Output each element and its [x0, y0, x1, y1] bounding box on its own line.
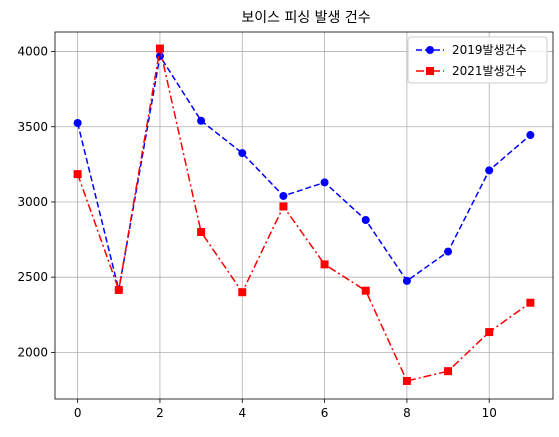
- data-point: [361, 216, 370, 225]
- series-line: [76, 48, 531, 382]
- series-1: [73, 52, 535, 294]
- x-tick-label: 2: [156, 406, 164, 420]
- chart-title: 보이스 피싱 발생 건수: [241, 10, 370, 26]
- legend-marker: [426, 46, 434, 54]
- data-point: [238, 149, 247, 158]
- legend-entry: 2021발생건수: [416, 64, 527, 78]
- legend-label: 2021발생건수: [452, 64, 527, 78]
- data-point: [279, 202, 288, 211]
- data-point: [526, 298, 535, 307]
- data-point: [197, 228, 206, 237]
- data-point: [444, 367, 453, 376]
- y-tick-label: 3000: [17, 195, 48, 209]
- data-point: [197, 116, 206, 125]
- legend-box: [407, 36, 548, 84]
- data-point: [402, 276, 411, 285]
- legend-marker: [426, 67, 434, 75]
- data-point: [320, 260, 329, 269]
- grid-layer: [55, 32, 553, 399]
- data-point: [485, 328, 494, 337]
- series-2: [73, 44, 535, 385]
- series-line: [76, 54, 531, 291]
- y-tick-label: 2000: [17, 345, 48, 359]
- data-point: [361, 286, 370, 295]
- data-point: [320, 178, 329, 187]
- data-point: [155, 52, 164, 61]
- x-tick-label: 6: [321, 406, 329, 420]
- x-tick-label: 8: [403, 406, 411, 420]
- y-tick-label: 3500: [17, 120, 48, 134]
- x-tick-label: 0: [74, 406, 82, 420]
- data-point: [279, 191, 288, 200]
- data-point: [444, 247, 453, 256]
- legend-entry: 2019발생건수: [416, 43, 527, 57]
- y-tick-label: 4000: [17, 45, 48, 59]
- legend-label: 2019발생건수: [452, 43, 527, 57]
- data-point: [526, 131, 535, 140]
- plot-frame: [54, 31, 554, 400]
- x-tick-label: 4: [238, 406, 246, 420]
- x-tick-label: 10: [482, 406, 497, 420]
- legend: 2019발생건수 2021발생건수: [407, 36, 548, 84]
- y-tick-label: 2500: [17, 270, 48, 284]
- data-point: [155, 44, 164, 53]
- data-point: [485, 166, 494, 175]
- axes-layer: 0 2 4 6 8 10 2000 2500 3000 3500 4000: [17, 31, 554, 420]
- data-point: [73, 170, 82, 179]
- data-point: [73, 118, 82, 127]
- data-point: [402, 376, 411, 385]
- series-layer: [73, 44, 535, 385]
- data-point: [114, 285, 123, 294]
- data-point: [238, 288, 247, 297]
